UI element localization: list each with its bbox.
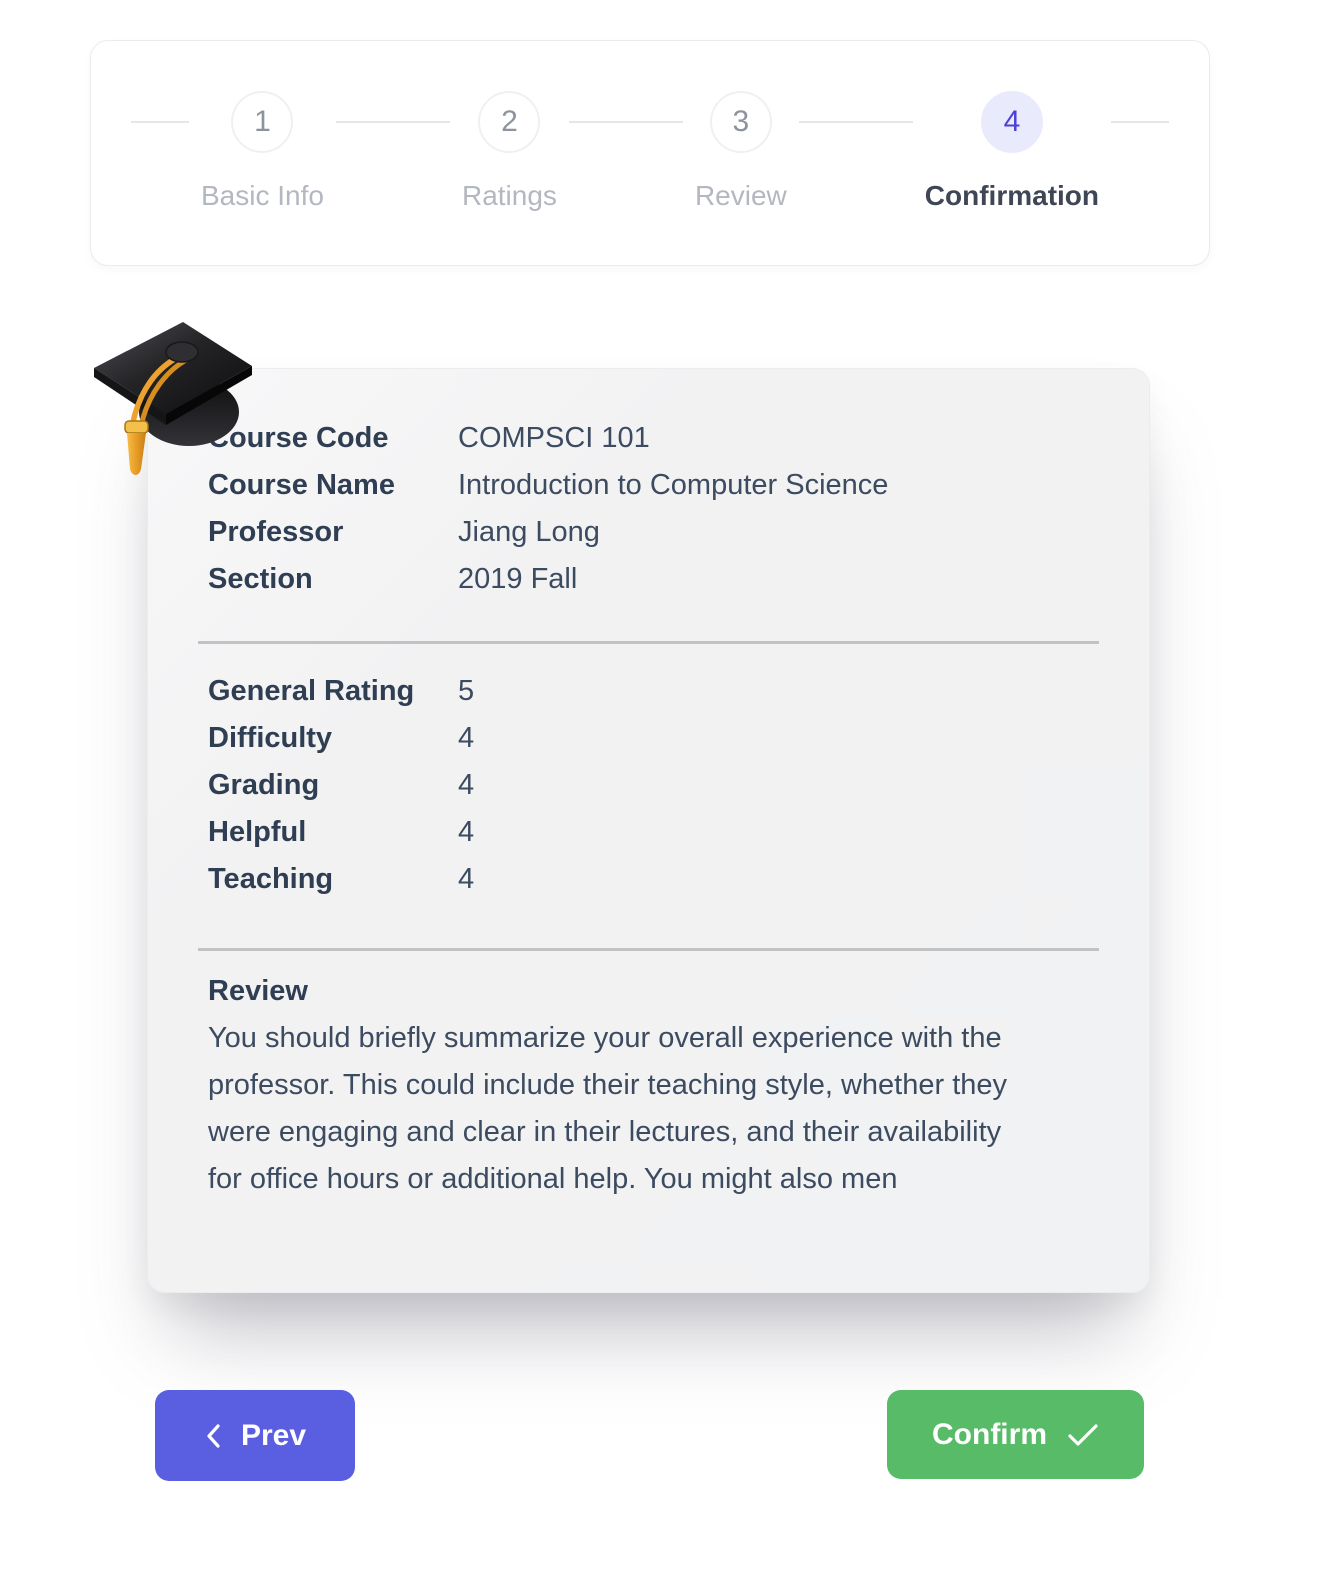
step-confirmation[interactable]: 4 Confirmation — [925, 91, 1099, 213]
summary-row-value: 2019 Fall — [458, 563, 578, 595]
summary-row-value: Jiang Long — [458, 516, 600, 548]
step-basic-info[interactable]: 1 Basic Info — [201, 91, 324, 213]
chevron-left-icon — [204, 1422, 223, 1450]
summary-row: Section 2019 Fall — [198, 556, 1099, 603]
step-1-indicator: 1 — [231, 91, 294, 153]
graduation-cap-icon — [86, 306, 258, 478]
summary-row: Teaching 4 — [198, 856, 1099, 903]
summary-row-label: General Rating — [208, 675, 415, 707]
step-connector — [335, 121, 450, 123]
summary-row-label: Professor — [208, 516, 344, 548]
summary-row-label: Grading — [208, 769, 320, 801]
summary-row-label: Course Code — [208, 422, 389, 454]
summary-row-value: 4 — [458, 863, 475, 895]
summary-row: Helpful 4 — [198, 809, 1099, 856]
step-4-indicator: 4 — [980, 91, 1043, 153]
summary-row-value: 4 — [458, 816, 475, 848]
step-4-label: Confirmation — [924, 180, 1100, 211]
check-icon — [1067, 1423, 1099, 1447]
summary-row-label: Course Name — [208, 469, 395, 501]
summary-row-label: Helpful — [208, 816, 307, 848]
course-info-section: Course Code COMPSCI 101 Course Name Intr… — [198, 415, 1099, 603]
stepper-card: 1 Basic Info 2 Ratings 3 Review 4 Confir… — [90, 40, 1210, 266]
step-connector — [568, 121, 683, 123]
summary-row: Difficulty 4 — [198, 715, 1099, 762]
step-2-label: Ratings — [461, 180, 557, 211]
step-2-indicator: 2 — [478, 91, 541, 153]
stepper: 1 Basic Info 2 Ratings 3 Review 4 Confir… — [91, 41, 1209, 213]
step-review[interactable]: 3 Review — [695, 91, 787, 213]
prev-button-label: Prev — [240, 1418, 307, 1452]
summary-row-value: 4 — [458, 769, 475, 801]
divider — [198, 948, 1099, 951]
ratings-section: General Rating 5 Difficulty 4 Grading 4 … — [198, 668, 1099, 903]
summary-row-label: Difficulty — [208, 722, 333, 754]
summary-row: Grading 4 — [198, 762, 1099, 809]
summary-row-value: 4 — [458, 722, 475, 754]
summary-row-value: Introduction to Computer Science — [458, 469, 889, 501]
step-connector — [131, 121, 189, 123]
prev-button[interactable]: Prev — [155, 1390, 355, 1481]
summary-row-label: Teaching — [208, 863, 334, 895]
review-text: You should briefly summarize your overal… — [208, 1022, 1008, 1195]
summary-row-value: 5 — [458, 675, 475, 707]
summary-card: Course Code COMPSCI 101 Course Name Intr… — [147, 368, 1150, 1293]
review-section: Review You should briefly summarize your… — [198, 968, 1099, 1203]
summary-row: General Rating 5 — [198, 668, 1099, 715]
confirm-button[interactable]: Confirm — [887, 1390, 1144, 1479]
summary-row-label: Section — [208, 563, 313, 595]
summary-row-value: COMPSCI 101 — [458, 422, 650, 454]
summary-row: Course Code COMPSCI 101 — [198, 415, 1099, 462]
step-3-indicator: 3 — [709, 91, 772, 153]
summary-row: Course Name Introduction to Computer Sci… — [198, 462, 1099, 509]
divider — [198, 641, 1099, 644]
step-1-label: Basic Info — [201, 180, 324, 211]
step-3-label: Review — [694, 180, 787, 211]
review-heading: Review — [208, 975, 308, 1007]
step-connector — [1111, 121, 1170, 123]
step-connector — [798, 121, 913, 123]
summary-row: Professor Jiang Long — [198, 509, 1099, 556]
confirm-button-label: Confirm — [932, 1417, 1047, 1451]
step-ratings[interactable]: 2 Ratings — [462, 91, 557, 213]
